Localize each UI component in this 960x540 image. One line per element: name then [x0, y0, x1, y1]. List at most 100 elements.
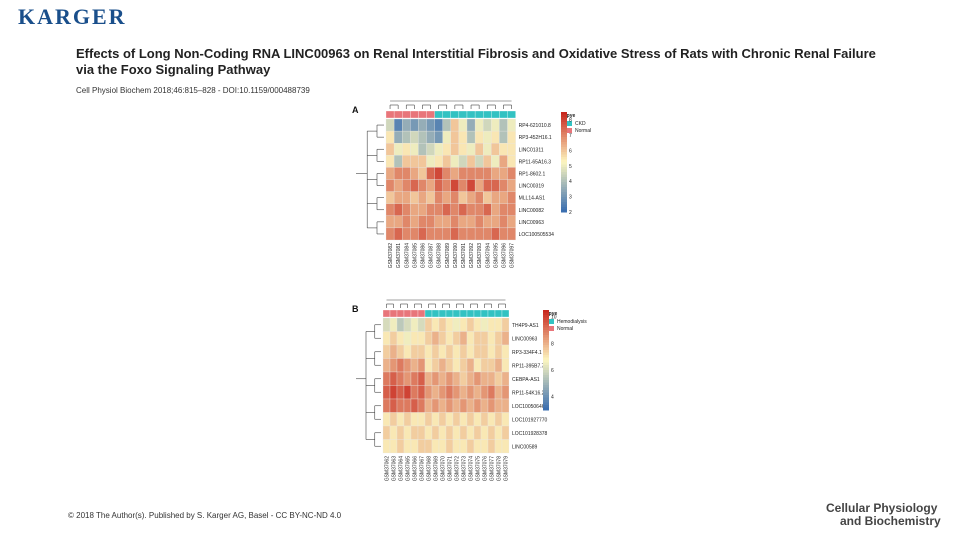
heatmap-cell: [494, 439, 503, 454]
heatmap-cell: [424, 358, 433, 373]
color-scale-tick: 8: [569, 118, 572, 124]
heatmap-cell: [442, 155, 451, 168]
heatmap-cell: [431, 371, 440, 386]
heatmap-cell: [417, 385, 426, 400]
color-scale-segment: [561, 192, 567, 195]
heatmap-cell: [396, 425, 405, 440]
group-annotation-cell: [491, 110, 500, 119]
group-annotation-cell: [434, 110, 443, 119]
heatmap-cell: [402, 118, 411, 132]
heatmap-cell: [424, 317, 433, 332]
heatmap-cell: [393, 179, 403, 192]
color-scale-segment: [561, 182, 567, 185]
heatmap-cell: [459, 371, 468, 386]
row-label: LINC00589: [512, 444, 538, 450]
heatmap-cell: [410, 358, 419, 373]
heatmap-cell: [458, 215, 468, 229]
heatmap-cell: [426, 143, 435, 156]
journal-name-line1: Cellular Physiology: [826, 501, 938, 515]
column-label: GSM37066: [413, 456, 419, 482]
group-annotation-cell: [501, 309, 510, 318]
heatmap-cell: [459, 412, 468, 427]
heatmap-cell: [434, 179, 443, 192]
heatmap-cell: [410, 227, 419, 241]
heatmap-cell: [434, 143, 443, 156]
group-annotation-cell: [385, 110, 395, 119]
column-label: GSM37073: [462, 456, 468, 482]
color-scale-segment: [543, 360, 549, 363]
heatmap-cell: [491, 130, 500, 144]
heatmap-cell: [458, 155, 468, 168]
row-label: RP11-395B7.7: [512, 363, 545, 369]
column-label: GSM37090: [453, 243, 459, 269]
heatmap-cell: [466, 398, 475, 413]
heatmap-cell: [418, 227, 427, 241]
heatmap-cell: [385, 118, 395, 132]
heatmap-cell: [385, 227, 395, 241]
heatmap-cell: [483, 191, 492, 204]
heatmap-cell: [452, 317, 461, 332]
heatmap-cell: [393, 118, 403, 132]
heatmap-cell: [501, 317, 510, 332]
color-scale-segment: [561, 127, 567, 130]
heatmap-cell: [396, 331, 405, 346]
heatmap-cell: [431, 344, 440, 359]
color-scale-segment: [543, 362, 549, 366]
heatmap-cell: [452, 371, 461, 386]
heatmap-cell: [424, 425, 433, 440]
group-annotation-cell: [452, 309, 461, 318]
color-scale-segment: [561, 119, 567, 123]
color-scale-segment: [561, 177, 567, 180]
row-label: LOC101927770: [512, 417, 548, 423]
heatmap-cell: [389, 412, 398, 427]
row-label: RP3-334F4.1: [512, 350, 542, 356]
heatmap-cell: [438, 344, 447, 359]
heatmap-cell: [410, 215, 419, 229]
color-scale-segment: [543, 392, 549, 396]
heatmap-cell: [459, 425, 468, 440]
heatmap-cell: [450, 191, 460, 204]
group-annotation-cell: [389, 309, 398, 318]
row-label: CEBPA-AS1: [512, 377, 540, 383]
heatmap-cell: [438, 317, 447, 332]
heatmap-cell: [507, 143, 516, 156]
heatmap-cell: [396, 358, 405, 373]
heatmap-cell: [418, 167, 427, 180]
color-scale-segment: [543, 325, 549, 328]
row-label: LINC00963: [512, 336, 538, 342]
color-scale-segment: [543, 350, 549, 353]
group-annotation-cell: [473, 309, 482, 318]
column-label: GSM37088: [437, 243, 443, 269]
heatmap-cell: [434, 191, 443, 204]
heatmap-cell: [418, 203, 427, 216]
heatmap-cell: [431, 385, 440, 400]
heatmap-cell: [438, 358, 447, 373]
heatmap-cell: [424, 412, 433, 427]
heatmap-cell: [434, 130, 443, 144]
column-label: GSM37064: [399, 456, 405, 482]
heatmap-cell: [382, 317, 391, 332]
color-scale-segment: [543, 355, 549, 358]
heatmap-cell: [494, 385, 503, 400]
heatmap-cell: [385, 155, 395, 168]
heatmap-cell: [403, 425, 412, 440]
heatmap-cell: [402, 179, 411, 192]
color-scale-segment: [561, 179, 567, 183]
heatmap-cell: [466, 191, 476, 204]
column-label: GSM37082: [388, 243, 394, 269]
color-scale-segment: [543, 320, 549, 323]
heatmap-cell: [382, 371, 391, 386]
heatmap-cell: [499, 203, 508, 216]
column-label: GSM37074: [469, 456, 475, 482]
heatmap-cell: [458, 130, 468, 144]
heatmap-cell: [431, 398, 440, 413]
heatmap-cell: [452, 425, 461, 440]
heatmap-cell: [402, 191, 411, 204]
color-scale-tick: 7: [569, 133, 572, 139]
heatmap-cell: [382, 385, 391, 400]
heatmap-cell: [458, 203, 468, 216]
heatmap-cell: [402, 130, 411, 144]
heatmap-cell: [431, 317, 440, 332]
copyright-notice: © 2018 The Author(s). Published by S. Ka…: [68, 511, 342, 520]
heatmap-cell: [402, 167, 411, 180]
